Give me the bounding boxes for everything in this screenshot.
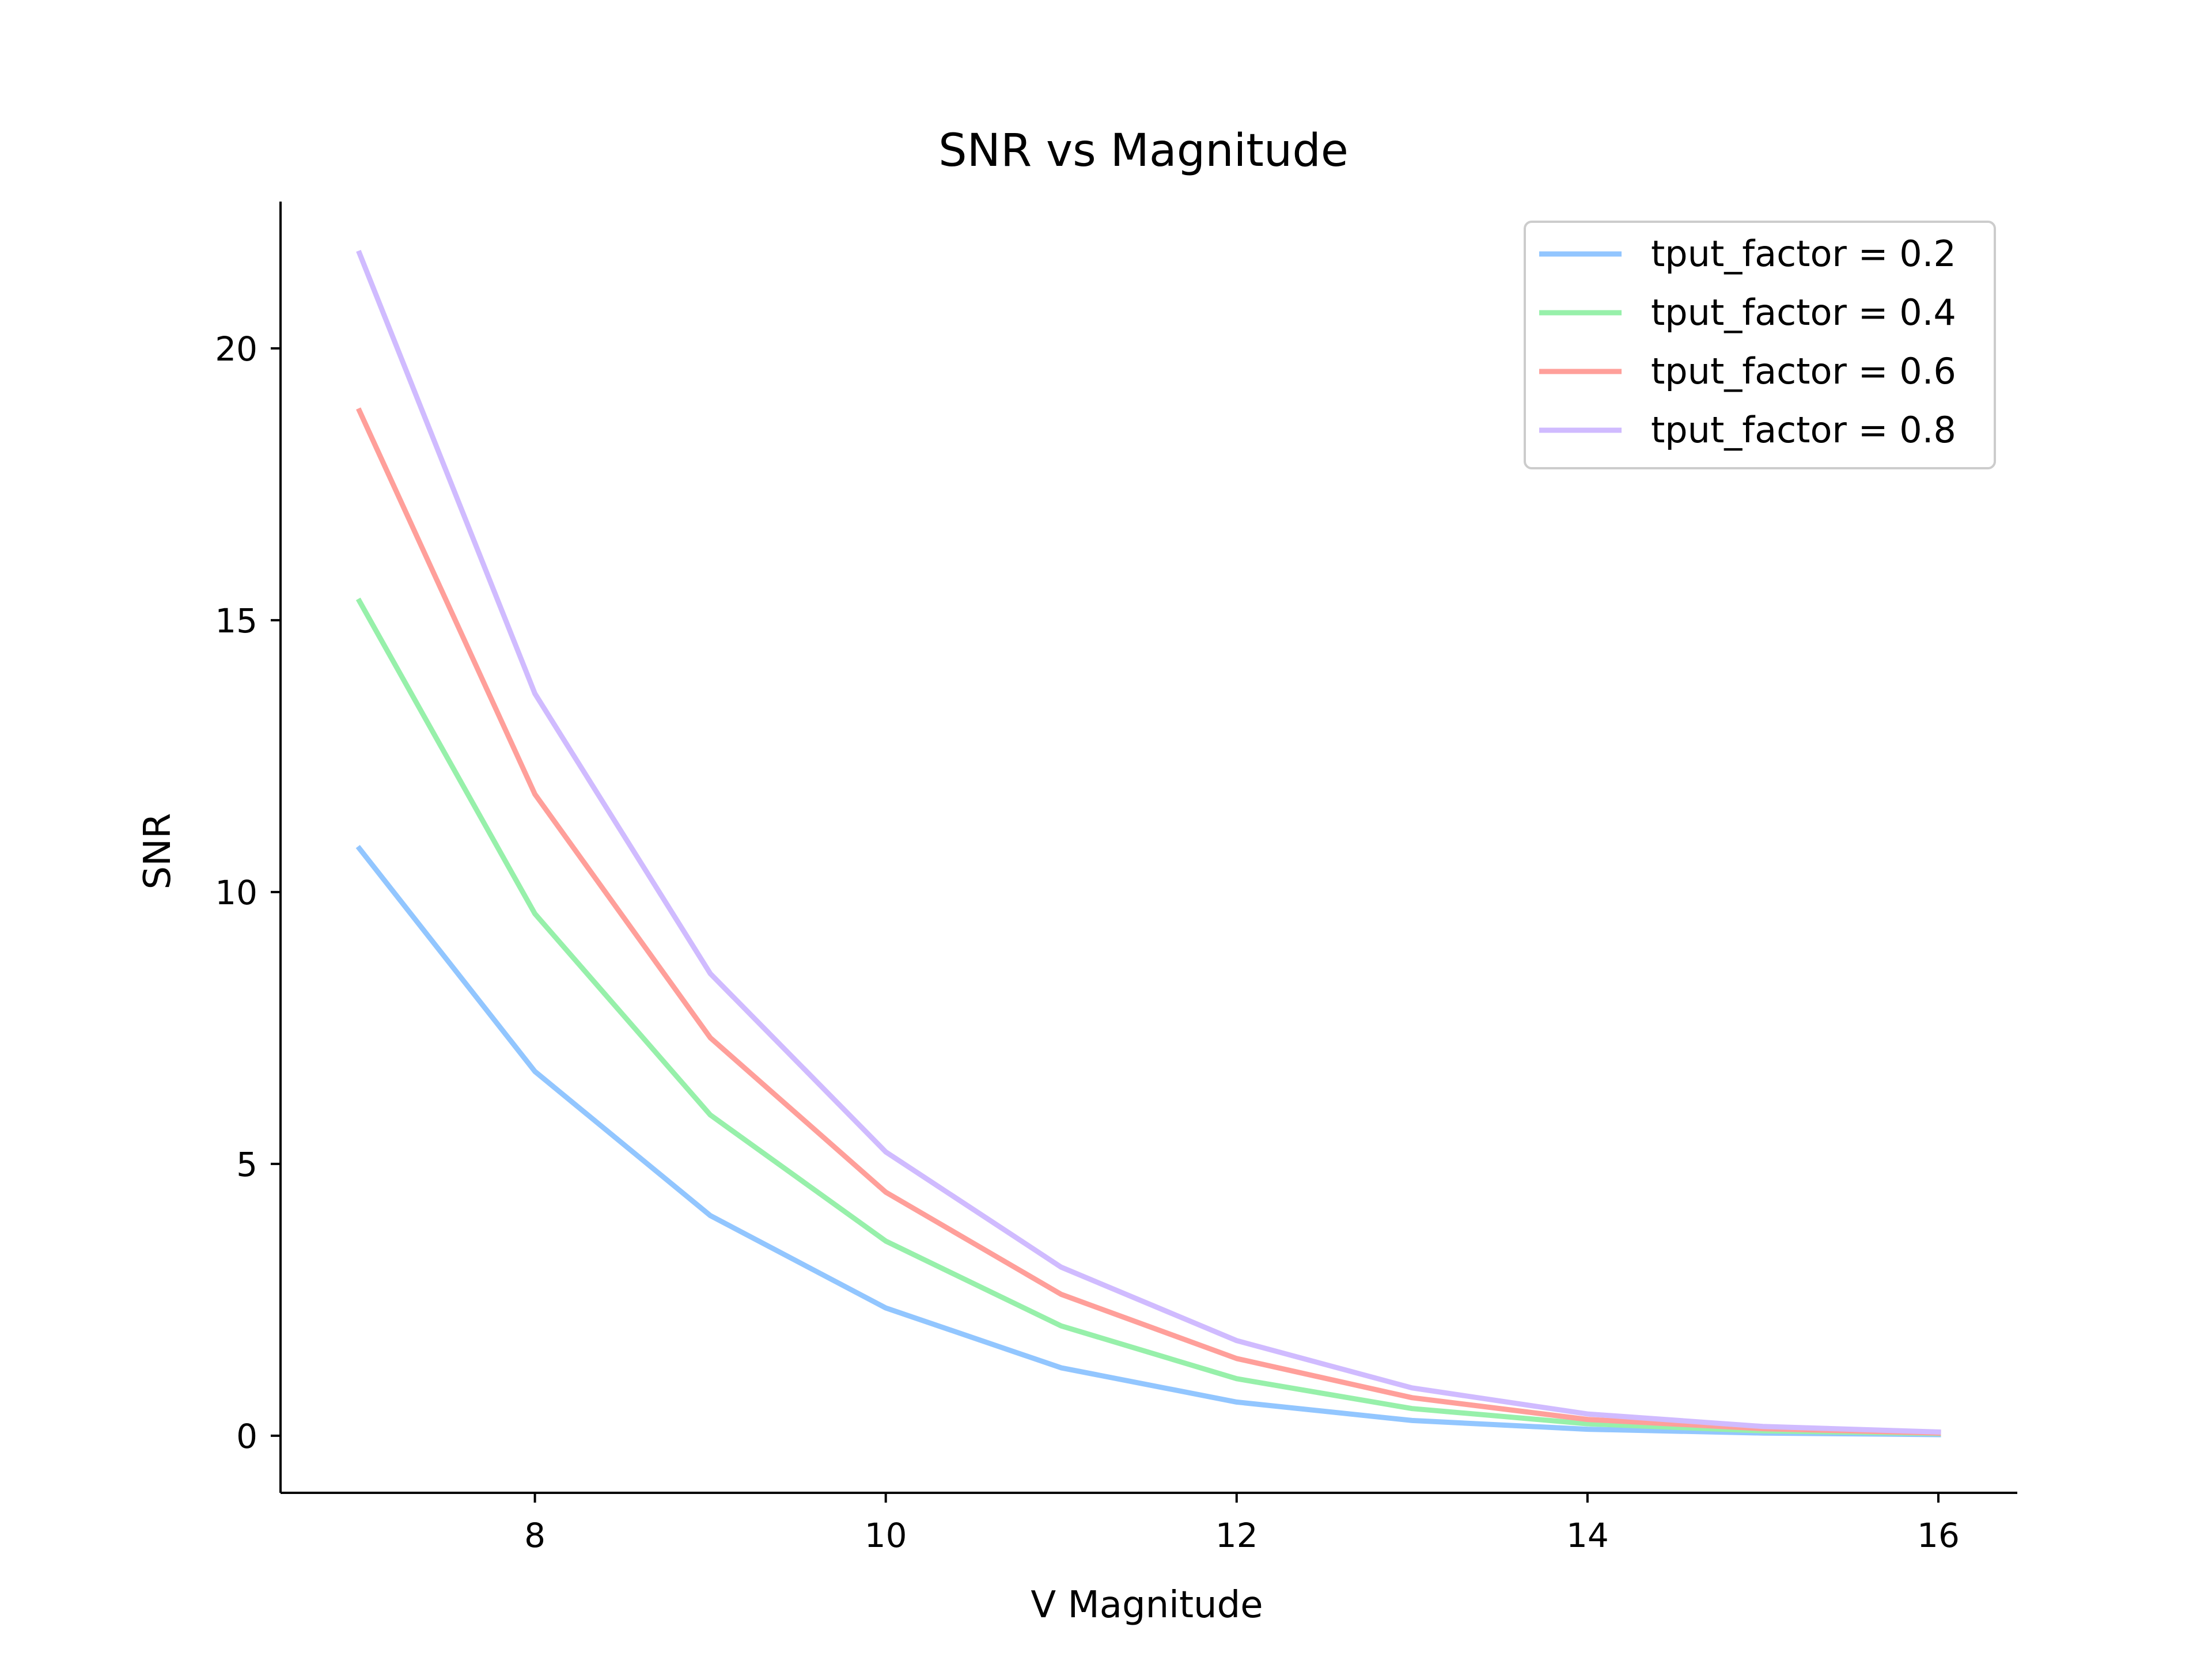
y-tick-label-3: 15 [215,601,257,640]
series-layer [355,249,1941,1438]
x-ticks: 8 10 12 14 16 [524,1493,1960,1555]
y-tick-label-2: 10 [215,873,257,912]
x-tick-label-0: 8 [524,1516,546,1555]
legend-label-1: tput_factor = 0.4 [1651,291,1956,333]
series-line-3 [356,249,1941,1435]
x-axis-label: V Magnitude [1031,1584,1263,1626]
legend-label-2: tput_factor = 0.6 [1651,350,1956,392]
legend: tput_factor = 0.2 tput_factor = 0.4 tput_f… [1524,221,1996,469]
x-tick-label-4: 16 [1917,1516,1960,1555]
y-axis-label: SNR [137,813,179,890]
y-tick-label-1: 5 [236,1145,257,1184]
series-line-2 [356,407,1941,1436]
legend-frame [1524,221,1996,469]
x-tick-label-2: 12 [1215,1516,1258,1555]
series-line-0 [355,845,1941,1438]
y-ticks: 0 5 10 15 20 [215,329,281,1456]
legend-label-3: tput_factor = 0.8 [1651,409,1956,451]
x-tick-label-3: 14 [1566,1516,1609,1555]
y-tick-label-0: 0 [236,1417,257,1456]
legend-entries: tput_factor = 0.2 tput_factor = 0.4 tput_f… [1539,233,1956,451]
y-tick-label-4: 20 [215,329,257,369]
x-tick-label-1: 10 [865,1516,907,1555]
chart-title: SNR vs Magnitude [938,125,1349,177]
legend-label-0: tput_factor = 0.2 [1651,233,1956,275]
series-line-1 [355,597,1941,1436]
